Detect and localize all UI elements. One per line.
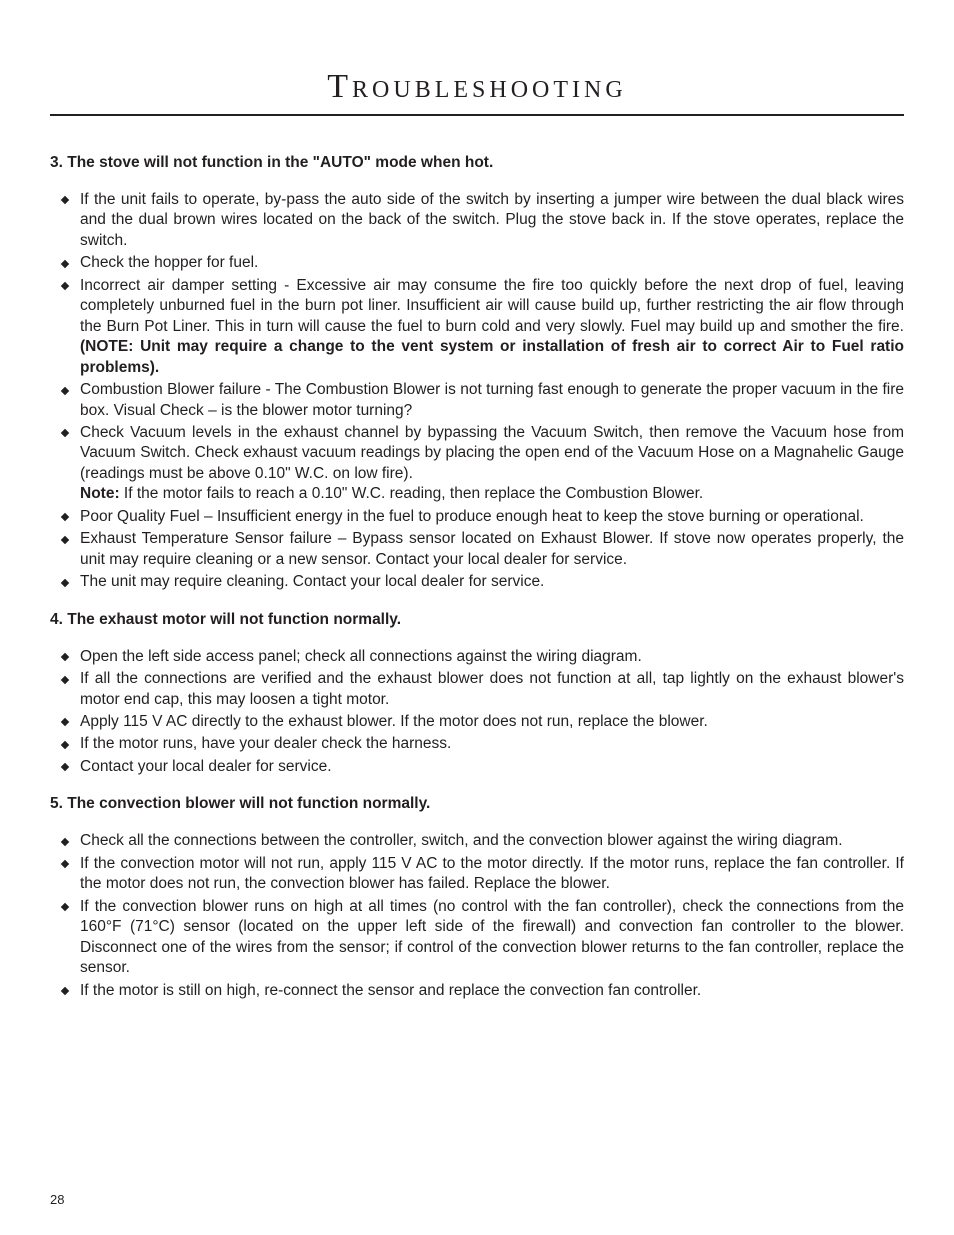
list-item-text: Combustion Blower failure - The Combusti… xyxy=(80,381,904,418)
list-item-text: If the unit fails to operate, by-pass th… xyxy=(80,191,904,249)
bullet-list: If the unit fails to operate, by-pass th… xyxy=(50,190,904,593)
list-item: If the convection motor will not run, ap… xyxy=(50,854,904,895)
list-item: Contact your local dealer for service. xyxy=(50,757,904,777)
list-item-text: Exhaust Temperature Sensor failure – Byp… xyxy=(80,530,904,567)
page-title: Troubleshooting xyxy=(50,68,904,116)
list-item-text: Open the left side access panel; check a… xyxy=(80,648,642,665)
list-item-text: Incorrect air damper setting - Excessive… xyxy=(80,277,904,335)
list-item: Check Vacuum levels in the exhaust chann… xyxy=(50,423,904,505)
list-item-text: If the motor is still on high, re-connec… xyxy=(80,982,701,999)
list-item: Open the left side access panel; check a… xyxy=(50,647,904,667)
page-number: 28 xyxy=(50,1192,64,1207)
list-item: Check the hopper for fuel. xyxy=(50,253,904,273)
content-body: 3. The stove will not function in the "A… xyxy=(50,154,904,1001)
bullet-list: Open the left side access panel; check a… xyxy=(50,647,904,778)
bullet-list: Check all the connections between the co… xyxy=(50,831,904,1001)
list-item: If the unit fails to operate, by-pass th… xyxy=(50,190,904,251)
list-item: Incorrect air damper setting - Excessive… xyxy=(50,276,904,378)
bold-note: (NOTE: Unit may require a change to the … xyxy=(80,338,904,375)
list-item: The unit may require cleaning. Contact y… xyxy=(50,572,904,592)
list-item-text: The unit may require cleaning. Contact y… xyxy=(80,573,544,590)
list-item-text: If the motor runs, have your dealer chec… xyxy=(80,735,451,752)
list-item: Check all the connections between the co… xyxy=(50,831,904,851)
list-item-text: Contact your local dealer for service. xyxy=(80,758,332,775)
list-item-text: Check the hopper for fuel. xyxy=(80,254,258,271)
list-item: Exhaust Temperature Sensor failure – Byp… xyxy=(50,529,904,570)
list-item: Poor Quality Fuel – Insufficient energy … xyxy=(50,507,904,527)
list-item-text: Poor Quality Fuel – Insufficient energy … xyxy=(80,508,864,525)
list-item-text: Apply 115 V AC directly to the exhaust b… xyxy=(80,713,708,730)
section-heading: 4. The exhaust motor will not function n… xyxy=(50,611,904,629)
document-page: Troubleshooting 3. The stove will not fu… xyxy=(0,0,954,1235)
section-heading: 5. The convection blower will not functi… xyxy=(50,795,904,813)
list-item: Combustion Blower failure - The Combusti… xyxy=(50,380,904,421)
list-item: If the motor is still on high, re-connec… xyxy=(50,981,904,1001)
note-label: Note: xyxy=(80,485,120,502)
note-line: Note: If the motor fails to reach a 0.10… xyxy=(80,484,904,504)
list-item-text: Check all the connections between the co… xyxy=(80,832,843,849)
list-item: If all the connections are verified and … xyxy=(50,669,904,710)
list-item-text: If the convection blower runs on high at… xyxy=(80,898,904,976)
note-text: If the motor fails to reach a 0.10" W.C.… xyxy=(120,485,704,502)
list-item: Apply 115 V AC directly to the exhaust b… xyxy=(50,712,904,732)
section-heading: 3. The stove will not function in the "A… xyxy=(50,154,904,172)
list-item-text: If the convection motor will not run, ap… xyxy=(80,855,904,892)
list-item-text: Check Vacuum levels in the exhaust chann… xyxy=(80,424,904,482)
list-item-text: If all the connections are verified and … xyxy=(80,670,904,707)
list-item: If the convection blower runs on high at… xyxy=(50,897,904,979)
list-item: If the motor runs, have your dealer chec… xyxy=(50,734,904,754)
